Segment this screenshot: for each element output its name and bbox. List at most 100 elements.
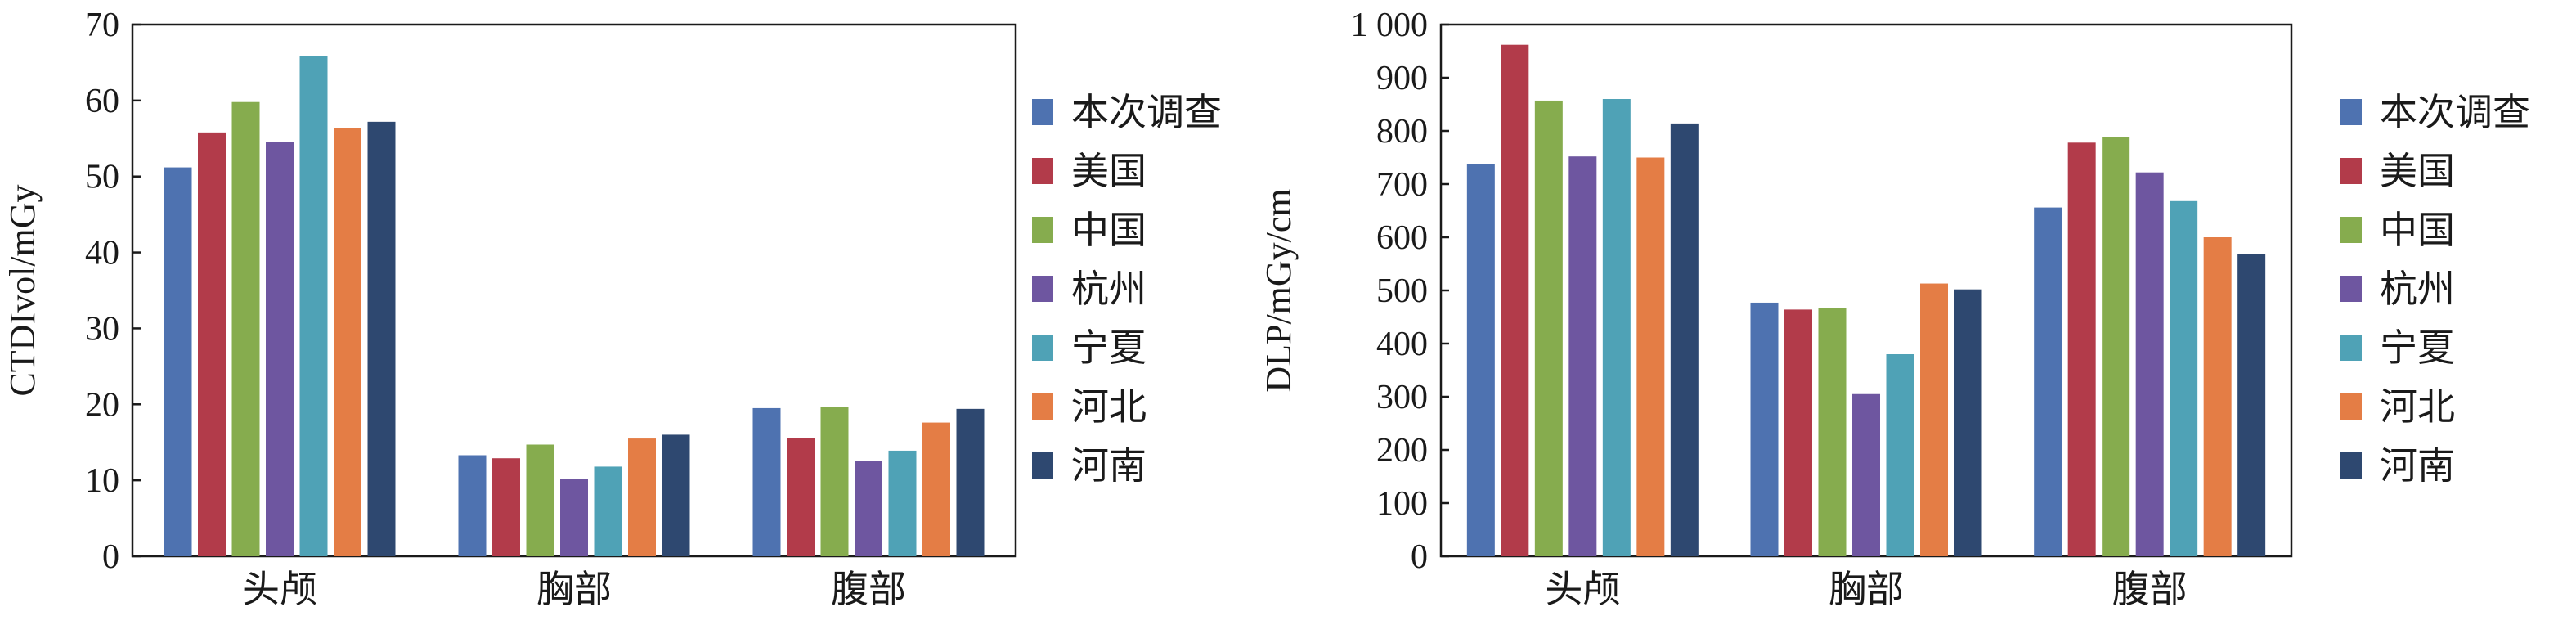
y-tick-label: 70 — [85, 7, 119, 44]
bar-胸部-河南 — [662, 434, 690, 556]
y-tick-label: 40 — [85, 235, 119, 272]
bar-腹部-河南 — [2237, 254, 2266, 556]
legend-label: 河北 — [1071, 386, 1147, 428]
bar-腹部-美国 — [2067, 142, 2096, 557]
y-tick-label: 500 — [1376, 272, 1428, 310]
legend-label: 河北 — [2380, 386, 2455, 428]
bar-胸部-美国 — [1784, 309, 1812, 556]
y-tick-label: 10 — [85, 462, 119, 500]
bar-腹部-本次调查 — [2034, 207, 2062, 556]
bar-头颅-本次调查 — [1466, 164, 1495, 556]
legend-label: 杭州 — [2380, 268, 2455, 310]
bar-胸部-美国 — [492, 458, 520, 556]
legend-label: 河南 — [1071, 445, 1147, 487]
y-tick-label: 50 — [85, 159, 119, 196]
legend-label: 杭州 — [1071, 268, 1147, 310]
bar-胸部-宁夏 — [1886, 354, 1914, 556]
bar-胸部-中国 — [526, 444, 554, 556]
bar-腹部-宁夏 — [888, 450, 917, 556]
chart-2: 0 100 200 300 400 500 600 700 800 900 1 000 DLP/mGy… — [1259, 7, 2530, 610]
y-tick-label: 0 — [102, 538, 119, 576]
legend-swatch-河南 — [2340, 452, 2362, 479]
bar-胸部-本次调查 — [1750, 302, 1779, 556]
legend-swatch-宁夏 — [2340, 335, 2362, 361]
y-tick-label: 700 — [1376, 166, 1428, 204]
legend-label: 美国 — [2380, 151, 2455, 192]
legend-swatch-河南 — [1032, 452, 1053, 479]
legend-swatch-本次调查 — [2340, 99, 2362, 125]
x-category-label: 腹部 — [831, 569, 906, 610]
y-tick-label: 60 — [85, 83, 119, 120]
legend-label: 宁夏 — [2380, 327, 2455, 369]
legend-label: 中国 — [2380, 209, 2455, 251]
legend-swatch-杭州 — [2340, 276, 2362, 302]
bar-头颅-河南 — [1670, 123, 1699, 556]
bar-腹部-杭州 — [2135, 172, 2164, 556]
plot-frame — [131, 23, 1017, 558]
legend-swatch-河北 — [2340, 393, 2362, 420]
bar-胸部-宁夏 — [594, 466, 622, 556]
legend-swatch-中国 — [2340, 217, 2362, 243]
y-tick-label: 20 — [85, 386, 119, 424]
bar-腹部-中国 — [820, 407, 849, 556]
bar-头颅-杭州 — [266, 142, 294, 556]
bar-头颅-本次调查 — [164, 167, 192, 557]
bar-腹部-河北 — [922, 422, 950, 556]
x-category-label: 腹部 — [2112, 569, 2188, 610]
bar-腹部-杭州 — [855, 461, 882, 556]
x-category-label: 胸部 — [1829, 569, 1904, 610]
bar-腹部-宁夏 — [2170, 200, 2198, 557]
bar-胸部-河北 — [628, 438, 656, 556]
legend-swatch-河北 — [1032, 393, 1053, 420]
y-tick-label: 900 — [1376, 60, 1428, 97]
y-tick-label: 0 — [1411, 538, 1428, 576]
bar-头颅-河南 — [367, 121, 396, 556]
y-tick-label: 100 — [1376, 485, 1428, 523]
y-tick-label: 800 — [1376, 113, 1428, 151]
legend-swatch-美国 — [2340, 158, 2362, 184]
legend-swatch-美国 — [1032, 158, 1053, 184]
legend-label: 宁夏 — [1071, 327, 1147, 369]
y-tick-label: 400 — [1376, 326, 1428, 363]
bar-腹部-美国 — [787, 438, 815, 556]
bar-腹部-河南 — [956, 408, 985, 556]
bar-胸部-河南 — [1954, 289, 1982, 556]
bar-头颅-河北 — [1636, 157, 1665, 556]
x-category-label: 头颅 — [242, 569, 317, 610]
bar-胸部-本次调查 — [458, 455, 487, 556]
bar-头颅-杭州 — [1568, 156, 1597, 556]
bar-头颅-美国 — [1501, 44, 1529, 556]
bar-头颅-河北 — [334, 128, 361, 557]
legend-swatch-中国 — [1032, 217, 1053, 243]
y-tick-label: 300 — [1376, 379, 1428, 416]
y-tick-label: 600 — [1376, 219, 1428, 257]
bar-腹部-中国 — [2102, 137, 2130, 557]
y-axis-title: CTDIvol/mGy — [2, 184, 43, 396]
x-category-label: 胸部 — [536, 569, 612, 610]
legend-label: 中国 — [1071, 209, 1147, 251]
y-axis-title: DLP/mGy/cm — [1259, 188, 1299, 392]
y-tick-label: 200 — [1376, 432, 1428, 470]
legend-label: 本次调查 — [2380, 92, 2530, 133]
legend-swatch-宁夏 — [1032, 335, 1053, 361]
y-tick-label: 1 000 — [1351, 7, 1429, 44]
legend-label: 本次调查 — [1071, 92, 1222, 133]
bar-头颅-宁夏 — [1602, 99, 1631, 556]
bar-胸部-中国 — [1818, 308, 1847, 556]
bar-胸部-河北 — [1920, 283, 1948, 556]
bar-胸部-杭州 — [1852, 393, 1880, 556]
legend-swatch-杭州 — [1032, 276, 1053, 302]
bar-胸部-杭州 — [560, 479, 588, 556]
bar-头颅-美国 — [198, 132, 226, 556]
legend-swatch-本次调查 — [1032, 99, 1053, 125]
y-tick-label: 30 — [85, 310, 119, 348]
bar-头颅-中国 — [1534, 100, 1563, 556]
bar-腹部-本次调查 — [752, 407, 781, 556]
legend-label: 河南 — [2380, 445, 2455, 487]
bar-头颅-中国 — [231, 101, 260, 556]
bar-腹部-河北 — [2203, 237, 2232, 556]
